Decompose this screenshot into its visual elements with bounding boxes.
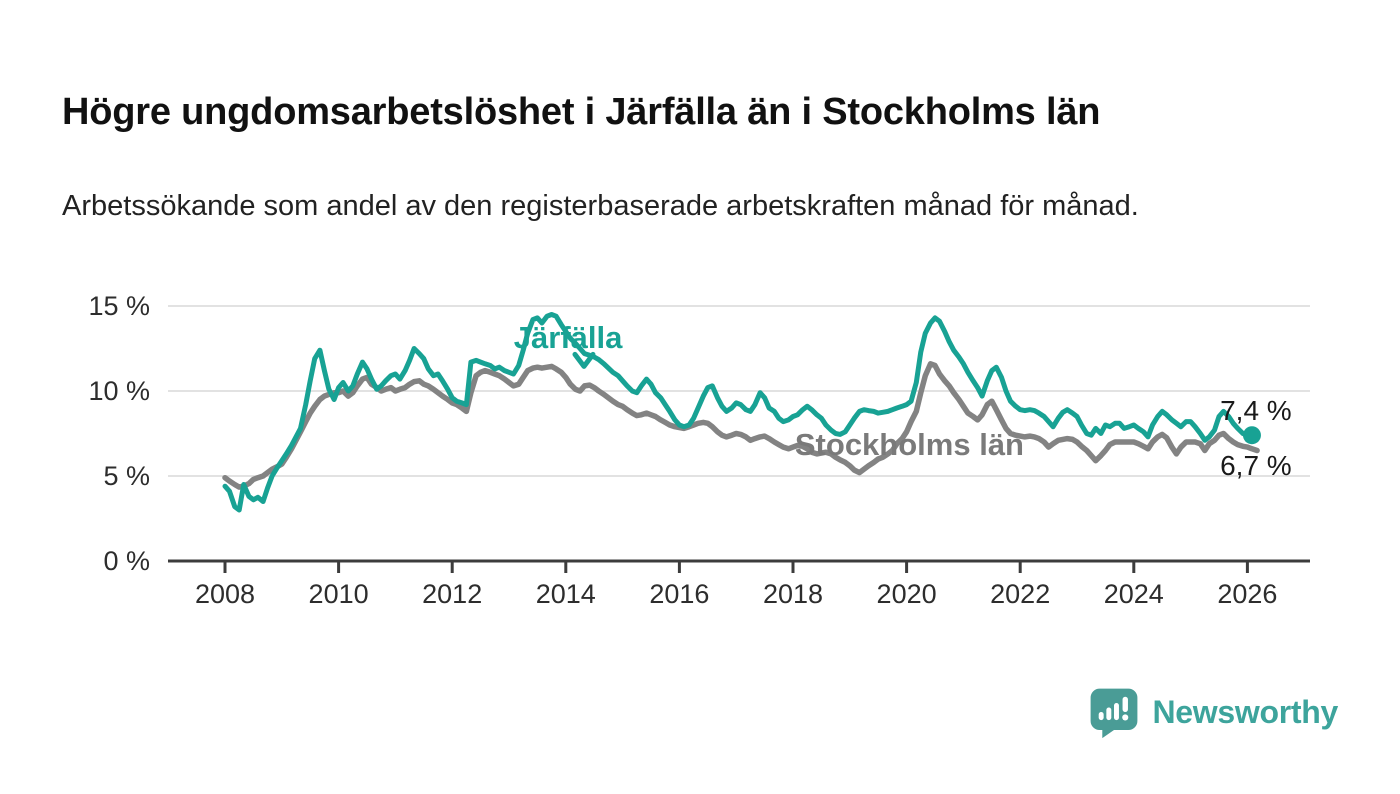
page-title: Högre ungdomsarbetslöshet i Järfälla än … — [62, 91, 1101, 134]
y-axis-label: 15 % — [88, 291, 150, 321]
x-axis-label: 2020 — [876, 579, 937, 609]
y-axis-label: 5 % — [103, 461, 150, 491]
x-axis-label: 2012 — [422, 579, 483, 609]
newsworthy-bubble-chart-icon — [1090, 688, 1137, 739]
gridlines — [168, 305, 1310, 477]
x-axis-label: 2018 — [762, 579, 824, 609]
end-value-label-jarfalla: 7,4 % — [1220, 395, 1292, 427]
x-axis-label: 2014 — [535, 579, 596, 609]
x-axis-label: 2024 — [1103, 579, 1164, 609]
newsworthy-logo: Newsworthy — [1087, 684, 1339, 740]
y-axis-label: 10 % — [88, 376, 150, 406]
newsworthy-wordmark: Newsworthy — [1152, 693, 1339, 730]
chart-subtitle: Arbetssökande som andel av den registerb… — [62, 190, 1139, 222]
x-axis-label: 2026 — [1217, 579, 1278, 609]
jarfalla-latest-value-dot — [1242, 426, 1261, 445]
series-label-jarfalla: Järfälla — [513, 320, 623, 356]
jarfalla-annotation-arrow-icon — [572, 351, 596, 369]
end-value-label-stockholms-lan: 6,7 % — [1220, 449, 1292, 481]
line-jarfalla — [222, 312, 1255, 513]
series-label-stockholms-lan: Stockholms län — [794, 427, 1024, 463]
x-axis-label: 2016 — [649, 579, 710, 609]
x-axis-label: 2008 — [194, 579, 256, 609]
x-axis-label: 2010 — [308, 579, 369, 609]
line-stockholms-lan — [222, 361, 1260, 490]
y-axis-label: 0 % — [103, 546, 150, 576]
x-axis-label: 2022 — [990, 579, 1051, 609]
x-axis-ticks — [223, 561, 1249, 573]
